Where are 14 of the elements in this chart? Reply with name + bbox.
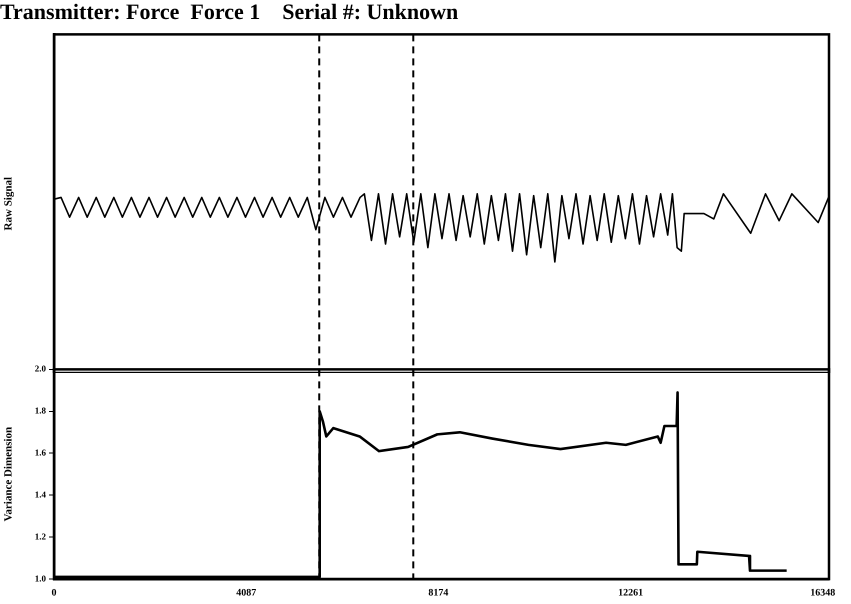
x-tick-label: 16348 bbox=[810, 588, 836, 599]
y-axis-title: Variance Dimension bbox=[2, 426, 14, 522]
y-tick-label: 1.0 bbox=[34, 573, 46, 584]
y-tick-label: 1.4 bbox=[34, 489, 46, 500]
x-tick-label: 8174 bbox=[428, 588, 448, 599]
x-tick-label: 4087 bbox=[236, 588, 256, 599]
x-tick-label: 0 bbox=[52, 588, 56, 599]
y-tick-label: 1.8 bbox=[34, 406, 46, 416]
y-tick-label: 1.6 bbox=[34, 448, 46, 458]
chart-title: Transmitter: Force Force 1 Serial #: Unknown bbox=[0, 0, 458, 24]
y-axis-title: Raw Signal bbox=[2, 176, 14, 230]
y-tick-label: 2.0 bbox=[34, 364, 46, 374]
y-tick-label: 1.2 bbox=[34, 531, 46, 542]
x-tick-label: 12261 bbox=[618, 588, 644, 599]
